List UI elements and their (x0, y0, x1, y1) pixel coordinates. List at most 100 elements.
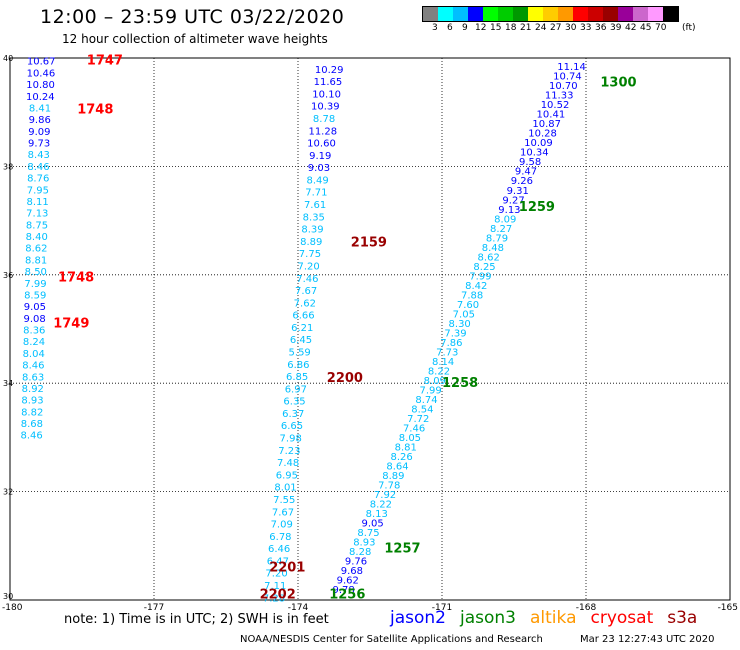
swh-value: 7.78 (378, 481, 400, 492)
swh-value: 8.93 (21, 396, 43, 407)
swh-value: 7.05 (453, 309, 475, 320)
x-tick-label: -174 (288, 603, 309, 613)
swh-value: 8.48 (482, 243, 504, 254)
track-1256-1300: 11.1410.7410.7011.3310.5210.4110.8710.28… (332, 62, 585, 596)
satellite-name-s3a: s3a (667, 608, 698, 628)
y-tick-label: 36 (3, 271, 13, 280)
page-title: 12:00 – 23:59 UTC 03/22/2020 (40, 6, 345, 28)
legend-swatch (528, 7, 543, 21)
swh-value: 8.59 (24, 290, 46, 301)
swh-value: 10.34 (520, 148, 549, 159)
satellite-name-jason3: jason3 (460, 608, 516, 628)
pass-time-label: 1257 (384, 542, 420, 557)
x-tick-label: -165 (718, 603, 738, 613)
swh-value: 6.95 (276, 470, 298, 481)
swh-value: 9.31 (507, 186, 529, 197)
map-grid (9, 57, 731, 601)
swh-value: 8.74 (415, 395, 437, 406)
swh-value: 7.11 (264, 581, 286, 592)
swh-value: 8.50 (25, 267, 47, 278)
legend-swatch (663, 7, 678, 21)
swh-value: 10.67 (27, 57, 56, 68)
swh-value: 10.09 (524, 138, 553, 149)
swh-value: 8.40 (26, 232, 48, 243)
pass-time-labels: 1747 1748 1748 1749 2159 2200 2201 2202 1300 1259… (53, 54, 636, 603)
swh-value: 7.67 (272, 507, 294, 518)
swh-value: 7.86 (440, 338, 462, 349)
swh-value: 7.75 (299, 249, 321, 260)
page-subtitle: 12 hour collection of altimeter wave hei… (62, 32, 328, 46)
swh-value: 8.81 (25, 255, 47, 266)
legend-label: 27 (550, 23, 562, 33)
swh-value: 8.35 (303, 212, 325, 223)
swh-value: 8.13 (366, 509, 388, 520)
legend-label: 21 (520, 23, 532, 33)
legend-label: 15 (490, 23, 502, 33)
swh-value: 8.89 (382, 471, 404, 482)
swh-value: 9.13 (498, 205, 520, 216)
legend-swatch (573, 7, 588, 21)
legend-swatch (423, 7, 438, 21)
y-tick-label: 40 (3, 54, 13, 63)
swh-value: 8.49 (307, 175, 329, 186)
swh-value: 10.80 (26, 80, 55, 91)
swh-value: 8.46 (27, 162, 49, 173)
swh-value: 7.46 (296, 274, 318, 285)
swh-value: 9.73 (28, 139, 50, 150)
swh-value: 9.05 (24, 302, 46, 313)
swh-value: 8.09 (494, 214, 516, 225)
swh-value: 8.82 (21, 407, 43, 418)
legend-label: 39 (610, 23, 622, 33)
swh-value: 8.75 (26, 220, 48, 231)
swh-value: 11.65 (314, 77, 343, 88)
legend-swatch (603, 7, 618, 21)
swh-value: 8.41 (29, 103, 51, 114)
swh-value: 7.73 (436, 347, 458, 358)
legend-swatch (558, 7, 573, 21)
swh-value: 7.61 (304, 200, 326, 211)
legend-label: 12 (475, 23, 487, 33)
swh-value: 9.08 (23, 314, 45, 325)
swh-value: 9.09 (28, 127, 50, 138)
satellite-name-altika: altika (530, 608, 577, 628)
swh-value: 7.92 (374, 490, 396, 501)
legend-swatch (513, 7, 528, 21)
swh-value: 7.55 (273, 495, 295, 506)
swh-value: 8.11 (26, 197, 48, 208)
axis-tick-labels: -180 -177 -174 -171 -168 -165 40 38 36 34 32 30 (2, 54, 738, 613)
swh-value: 8.36 (23, 326, 45, 337)
swh-value: 8.78 (313, 114, 335, 125)
swh-value: 9.03 (308, 163, 330, 174)
swh-value: 8.81 (395, 443, 417, 454)
legend-swatch (618, 7, 633, 21)
y-tick-label: 34 (3, 379, 13, 388)
satellite-name-cryosat: cryosat (590, 608, 654, 628)
swh-value: 9.27 (502, 195, 524, 206)
swh-value: 9.86 (29, 115, 51, 126)
swh-value: 8.01 (274, 483, 296, 494)
swh-value: 8.09 (424, 376, 446, 387)
legend-label: 6 (447, 23, 453, 33)
swh-value: 10.39 (311, 102, 340, 113)
x-tick-label: -180 (2, 603, 23, 613)
swh-value: 8.28 (349, 547, 371, 558)
swh-value: 8.75 (357, 528, 379, 539)
swh-value: 10.52 (541, 100, 570, 111)
swh-value: 9.47 (515, 167, 537, 178)
swh-value: 7.99 (24, 279, 46, 290)
legend-label: 36 (595, 23, 607, 33)
swh-value: 6.47 (267, 556, 289, 567)
swh-value: 7.28 (263, 593, 285, 604)
track-1747-1749: 10.6710.4610.8010.248.419.869.099.738.43… (20, 57, 55, 442)
swh-value: 6.78 (269, 532, 291, 543)
swh-value: 8.26 (391, 452, 413, 463)
y-tick-label: 32 (3, 488, 13, 497)
satellite-tracks: 10.6710.4610.8010.248.419.869.099.738.43… (20, 57, 585, 605)
swh-value: 7.23 (278, 446, 300, 457)
swh-value: 7.20 (265, 569, 287, 580)
swh-value: 7.88 (461, 290, 483, 301)
legend-swatch (498, 7, 513, 21)
swh-value: 8.25 (473, 262, 495, 273)
swh-value: 10.60 (307, 139, 336, 150)
